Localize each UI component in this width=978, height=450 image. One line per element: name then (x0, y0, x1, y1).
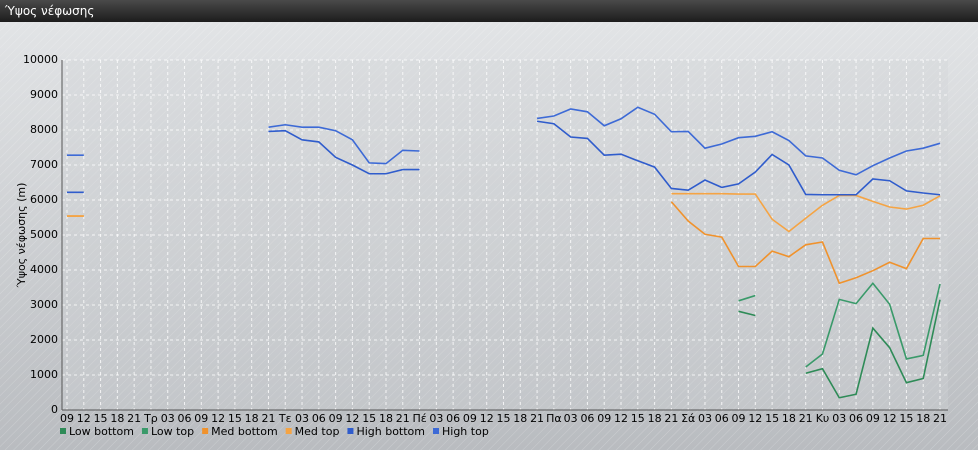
x-tick-label: Τε (278, 412, 292, 425)
x-tick-label: 09 (732, 412, 746, 425)
x-tick-label: 03 (161, 412, 175, 425)
x-tick-label: Πα (546, 412, 562, 425)
x-tick-label: 18 (110, 412, 124, 425)
x-tick-label: 21 (261, 412, 275, 425)
x-tick-label: 15 (899, 412, 913, 425)
x-tick-label: 12 (211, 412, 225, 425)
x-tick-label: 06 (849, 412, 863, 425)
x-tick-label: 18 (648, 412, 662, 425)
x-tick-label: 21 (933, 412, 947, 425)
x-tick-label: 09 (866, 412, 880, 425)
y-tick-label: 1000 (30, 368, 58, 381)
x-tick-label: 15 (228, 412, 242, 425)
x-tick-label: 18 (379, 412, 393, 425)
y-tick-label: 10000 (23, 53, 58, 66)
x-tick-label: 15 (94, 412, 108, 425)
x-tick-label: Κυ (816, 412, 830, 425)
x-tick-label: 21 (799, 412, 813, 425)
x-tick-label: 21 (530, 412, 544, 425)
x-tick-label: 12 (748, 412, 762, 425)
x-tick-label: 12 (345, 412, 359, 425)
y-tick-label: 7000 (30, 158, 58, 171)
x-tick-label: 09 (60, 412, 74, 425)
y-tick-label: 0 (51, 403, 58, 416)
x-tick-label: 06 (178, 412, 192, 425)
x-tick-label: 15 (765, 412, 779, 425)
x-tick-label: Πέ (412, 412, 426, 425)
y-tick-label: 8000 (30, 123, 58, 136)
window-title: Ύψος νέφωσης (0, 0, 978, 22)
legend-swatch (141, 428, 148, 434)
y-axis-label: Ύψος νέφωσης (m) (15, 183, 28, 289)
x-tick-label: Σά (681, 412, 695, 425)
x-tick-label: 06 (715, 412, 729, 425)
y-tick-label: 2000 (30, 333, 58, 346)
x-tick-label: 09 (329, 412, 343, 425)
legend-label: Low top (151, 425, 194, 438)
x-tick-label: 03 (564, 412, 578, 425)
x-tick-label: 18 (245, 412, 259, 425)
x-tick-label: 03 (832, 412, 846, 425)
legend-label: Med top (295, 425, 340, 438)
legend-swatch (285, 428, 292, 434)
x-tick-label: 06 (312, 412, 326, 425)
x-tick-label: 03 (698, 412, 712, 425)
x-tick-label: 03 (429, 412, 443, 425)
x-tick-label: Τρ (143, 412, 158, 425)
x-tick-label: 15 (631, 412, 645, 425)
x-tick-label: 21 (664, 412, 678, 425)
series-line (738, 282, 941, 368)
x-tick-label: 09 (463, 412, 477, 425)
series-line (738, 299, 941, 399)
y-tick-label: 9000 (30, 88, 58, 101)
background (0, 22, 978, 450)
x-tick-label: 21 (127, 412, 141, 425)
legend-swatch (347, 428, 354, 434)
y-tick-label: 5000 (30, 228, 58, 241)
series-line (67, 106, 941, 176)
x-tick-label: 03 (295, 412, 309, 425)
x-tick-label: 12 (77, 412, 91, 425)
legend-label: High bottom (356, 425, 425, 438)
x-tick-label: 15 (362, 412, 376, 425)
x-tick-label: 09 (597, 412, 611, 425)
x-tick-label: 21 (396, 412, 410, 425)
legend-swatch (202, 428, 209, 434)
x-tick-label: 15 (497, 412, 511, 425)
x-tick-label: 12 (614, 412, 628, 425)
x-tick-label: 18 (916, 412, 930, 425)
y-tick-label: 6000 (30, 193, 58, 206)
legend-label: Low bottom (69, 425, 134, 438)
legend-swatch (60, 428, 66, 434)
y-tick-label: 4000 (30, 263, 58, 276)
y-tick-label: 3000 (30, 298, 58, 311)
x-tick-label: 06 (446, 412, 460, 425)
x-tick-label: 12 (480, 412, 494, 425)
series-line (67, 120, 941, 196)
chart: Ύψος νέφωσης (m) 0 1000 2000 3000 4000 5000 60… (0, 22, 978, 450)
x-tick-label: 06 (580, 412, 594, 425)
series-line (67, 192, 941, 233)
legend-label: High top (442, 425, 489, 438)
x-tick-label: 18 (513, 412, 527, 425)
x-tick-label: 09 (194, 412, 208, 425)
legend-label: Med bottom (211, 425, 278, 438)
x-tick-label: 12 (883, 412, 897, 425)
legend-swatch (433, 428, 439, 434)
x-tick-label: 18 (782, 412, 796, 425)
